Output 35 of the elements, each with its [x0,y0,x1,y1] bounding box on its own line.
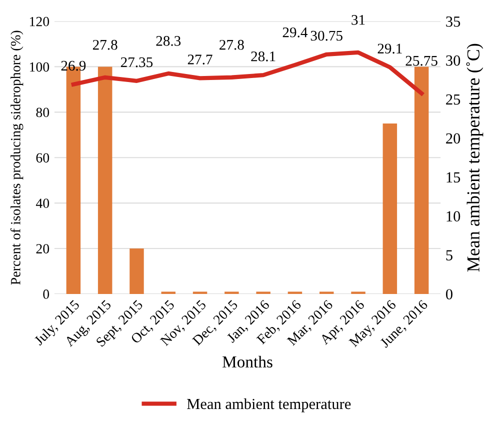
bar [382,124,398,294]
y2-tick-label: 0 [446,289,452,300]
y-tick-label: 100 [30,62,50,72]
data-label: 27.8 [92,40,118,50]
data-label: 29.1 [378,44,402,54]
legend-label: Mean ambient temperature [187,398,351,412]
data-label: 26.9 [61,60,86,71]
y-tick-label: 60 [36,153,50,163]
y-tick-label: 80 [36,108,50,118]
data-label: 29.4 [282,27,308,38]
data-label: 27.8 [220,40,244,50]
data-label: 27.7 [188,54,212,64]
bar [414,66,429,294]
data-label: 31 [352,15,365,25]
data-label: 25.75 [406,56,438,66]
y-tick-label: 120 [30,16,50,26]
y2-tick-label: 10 [446,211,460,222]
y2-tick-label: 5 [446,250,452,260]
y-tick-label: 0 [43,290,50,299]
data-label: 27.35 [120,57,153,68]
bar [98,66,112,294]
y2-tick-label: 25 [446,94,460,105]
data-label: 28.1 [251,51,276,62]
y2-tick-label: 15 [446,172,460,183]
y2-tick-label: 20 [446,133,460,144]
x-axis-title: Months [222,356,272,368]
y2-tick-label: 30 [446,55,460,66]
data-label: 28.3 [156,36,181,46]
y-axis-title: Percent of isolates producing siderophore (%) [10,30,24,285]
y2-tick-label: 35 [446,16,460,27]
y-tick-label: 40 [36,198,50,208]
y2-axis-title: Mean ambient temperature (˚C) [466,44,484,272]
bar [130,248,144,294]
data-label: 30.75 [310,30,342,41]
y-tick-label: 20 [36,244,50,254]
